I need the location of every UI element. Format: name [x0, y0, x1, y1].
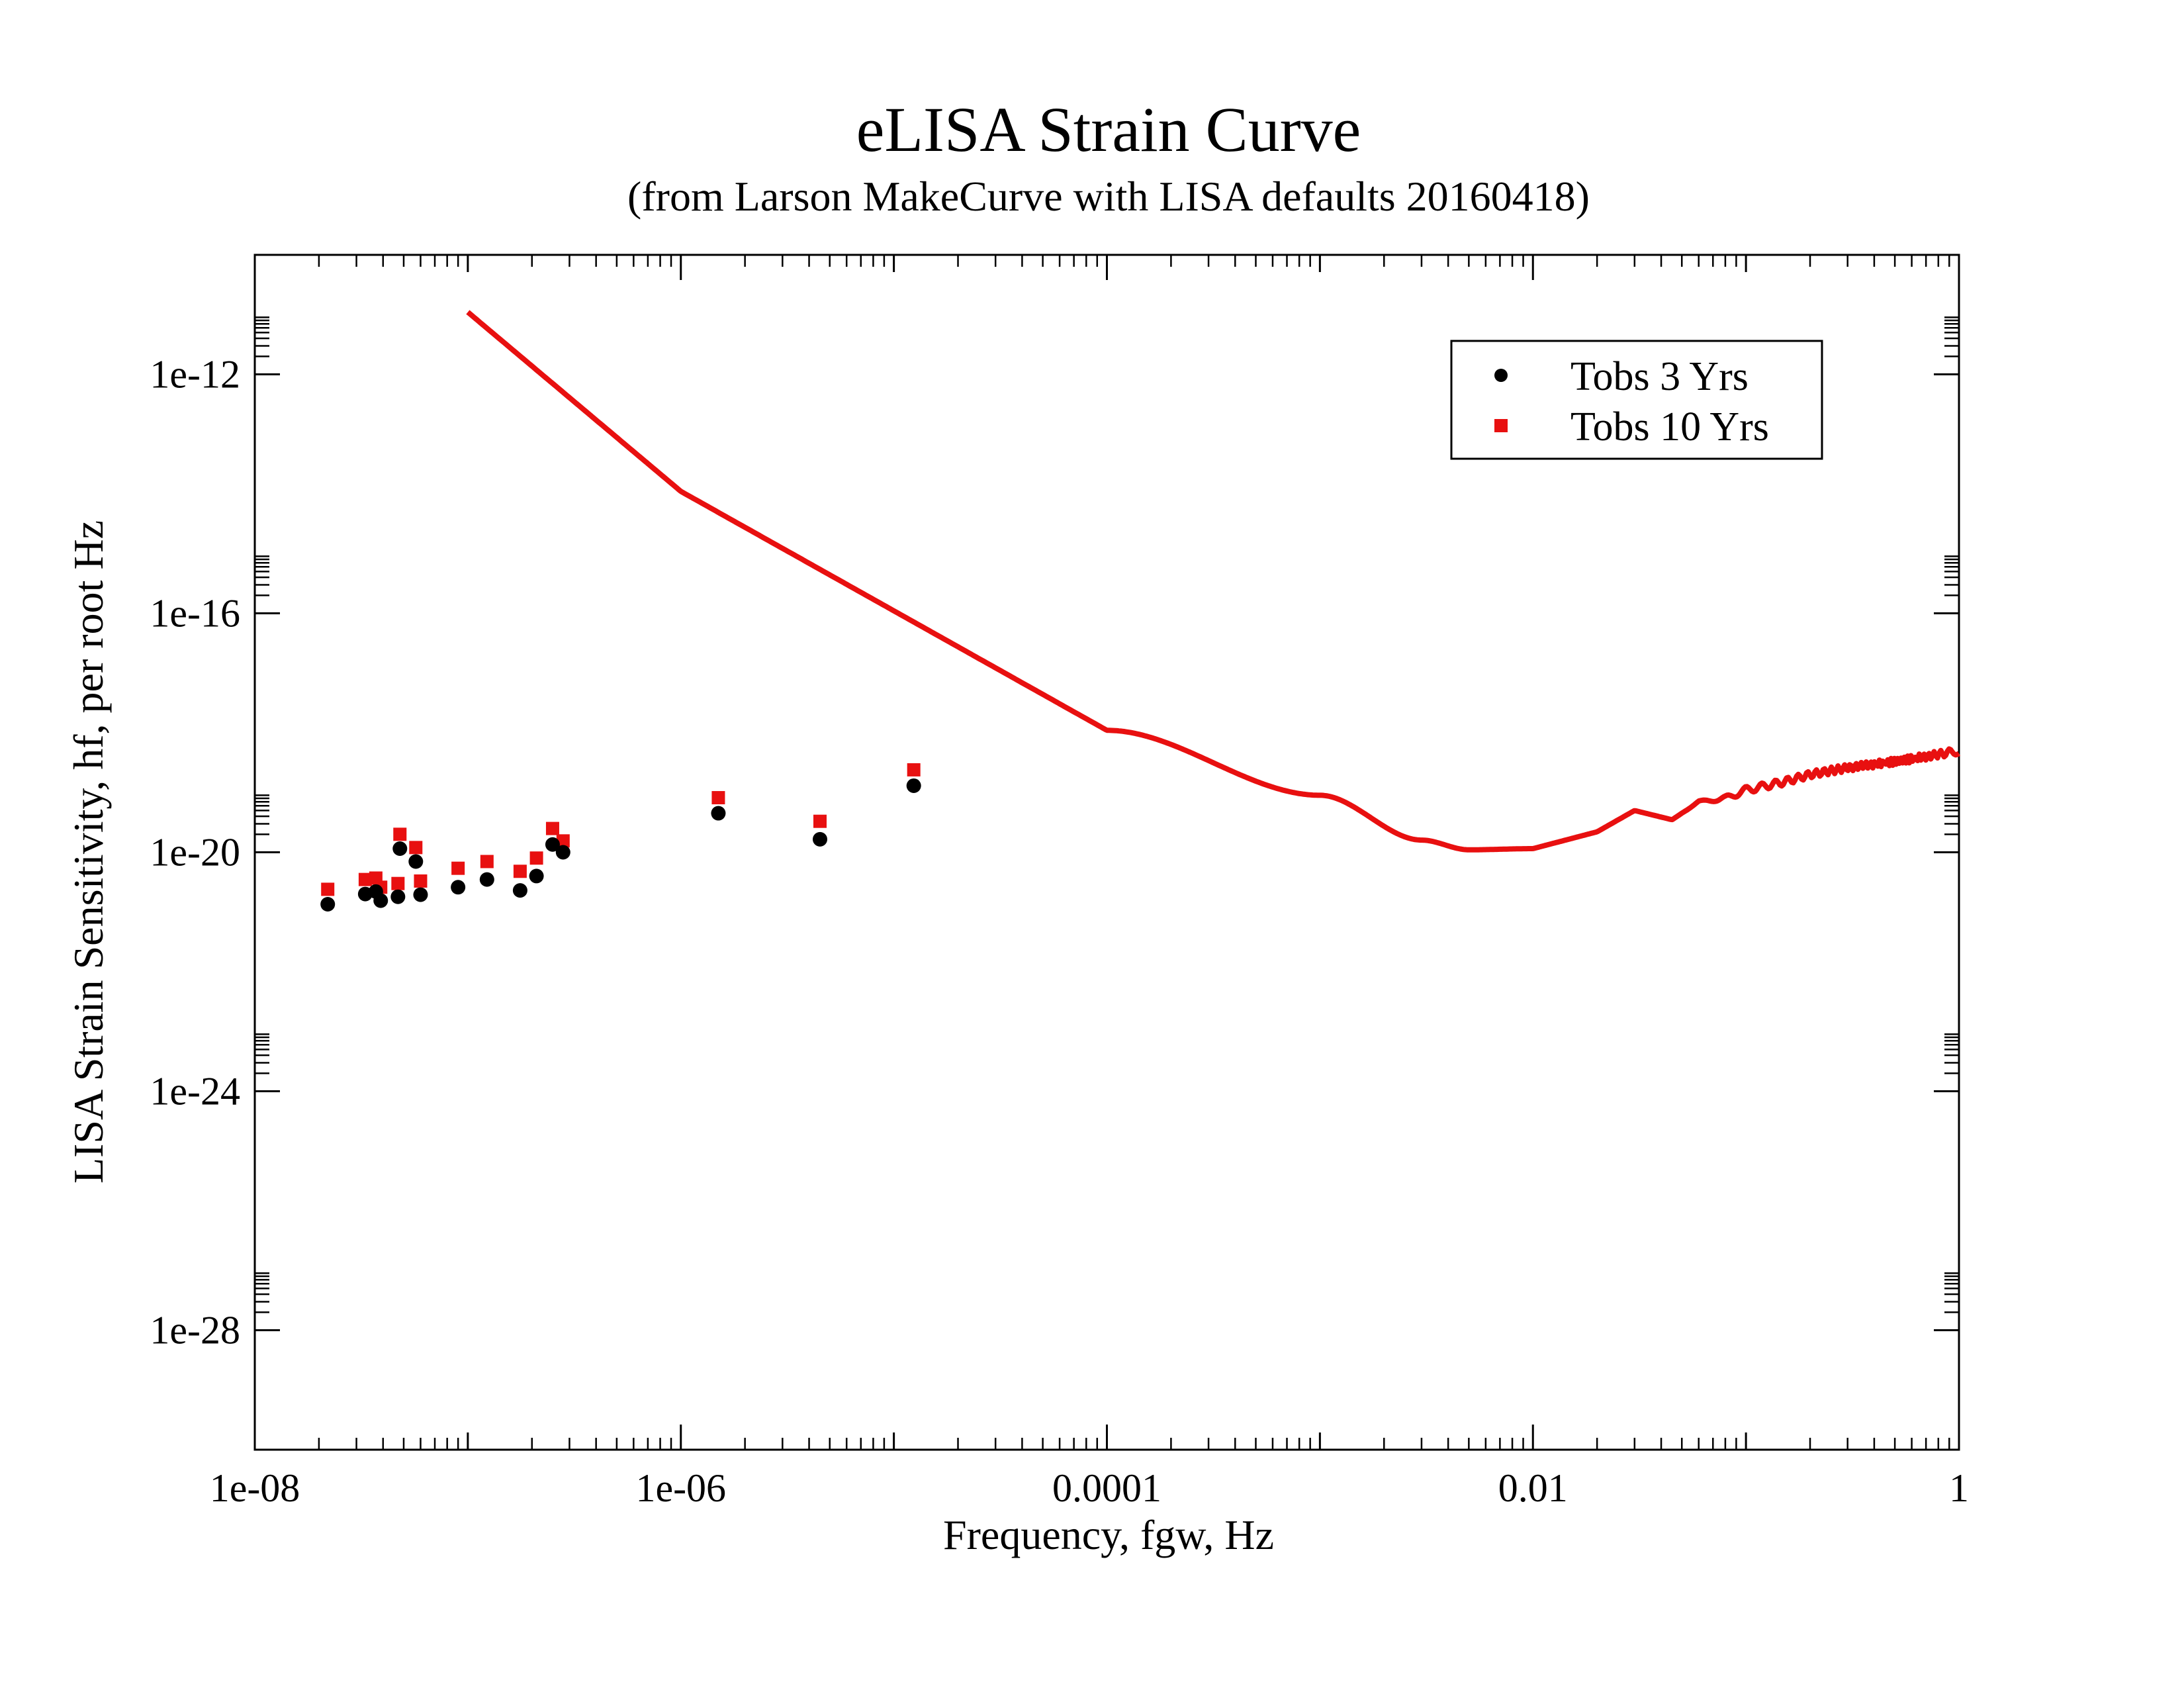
- legend: Tobs 3 Yrs Tobs 10 Yrs: [1450, 340, 1823, 460]
- point-tobs-10-yrs: [321, 882, 335, 896]
- x-axis-tick-labels: 1e-08 1e-06 0.0001 0.01 1: [210, 1466, 1969, 1510]
- x-tick-label: 1e-06: [635, 1466, 726, 1510]
- point-tobs-3-yrs: [451, 880, 466, 895]
- legend-label-tobs-10-yrs: Tobs 10 Yrs: [1570, 404, 1769, 449]
- point-tobs-10-yrs: [414, 874, 428, 888]
- point-tobs-10-yrs: [393, 827, 407, 841]
- y-tick-label: 1e-12: [150, 353, 240, 397]
- chart-title: eLISA Strain Curve: [856, 94, 1361, 165]
- x-tick-label: 1: [1949, 1466, 1969, 1510]
- legend-marker-tobs-3-yrs: [1494, 369, 1508, 382]
- point-tobs-10-yrs: [480, 855, 494, 868]
- point-tobs-10-yrs: [529, 851, 543, 865]
- point-tobs-3-yrs: [813, 831, 828, 847]
- y-axis-label: LISA Strain Sensitivity, hf, per root Hz: [65, 520, 112, 1184]
- y-axis-tick-labels: 1e-12 1e-16 1e-20 1e-24 1e-28: [150, 353, 240, 1352]
- point-tobs-3-yrs: [392, 841, 408, 857]
- point-tobs-10-yrs: [409, 841, 423, 855]
- point-tobs-10-yrs: [513, 865, 527, 878]
- plot-area: [320, 310, 1961, 912]
- chart-subtitle: (from Larson MakeCurve with LISA default…: [627, 173, 1590, 220]
- point-tobs-3-yrs: [512, 883, 527, 898]
- point-tobs-10-yrs: [545, 821, 559, 835]
- y-tick-label: 1e-16: [150, 592, 240, 635]
- point-tobs-10-yrs: [907, 763, 921, 776]
- x-tick-label: 0.01: [1498, 1466, 1568, 1510]
- legend-box: [1450, 340, 1823, 460]
- point-tobs-3-yrs: [479, 872, 494, 887]
- point-tobs-3-yrs: [545, 837, 560, 852]
- y-tick-label: 1e-20: [150, 831, 240, 874]
- point-tobs-3-yrs: [390, 889, 406, 904]
- sensitivity-curve: [466, 310, 1961, 853]
- legend-marker-tobs-10-yrs: [1494, 419, 1508, 432]
- point-tobs-10-yrs: [451, 861, 465, 875]
- y-tick-label: 1e-28: [150, 1309, 240, 1352]
- point-tobs-3-yrs: [555, 845, 570, 860]
- point-tobs-3-yrs: [529, 868, 544, 884]
- point-tobs-3-yrs: [320, 896, 336, 912]
- point-tobs-10-yrs: [391, 876, 405, 890]
- x-axis-label: Frequency, fgw, Hz: [943, 1511, 1274, 1558]
- point-tobs-10-yrs: [813, 814, 827, 828]
- point-tobs-3-yrs: [711, 806, 726, 821]
- y-tick-label: 1e-24: [150, 1070, 240, 1113]
- x-tick-label: 1e-08: [210, 1466, 300, 1510]
- point-tobs-3-yrs: [373, 893, 388, 908]
- x-tick-label: 0.0001: [1052, 1466, 1161, 1510]
- point-tobs-10-yrs: [711, 791, 725, 805]
- legend-label-tobs-3-yrs: Tobs 3 Yrs: [1570, 354, 1749, 399]
- x-axis-ticks: [253, 255, 1960, 1450]
- point-tobs-3-yrs: [413, 887, 428, 902]
- y-axis-ticks: [255, 316, 1959, 1331]
- point-tobs-10-yrs: [358, 872, 372, 886]
- point-tobs-3-yrs: [906, 778, 921, 793]
- point-tobs-3-yrs: [408, 854, 424, 869]
